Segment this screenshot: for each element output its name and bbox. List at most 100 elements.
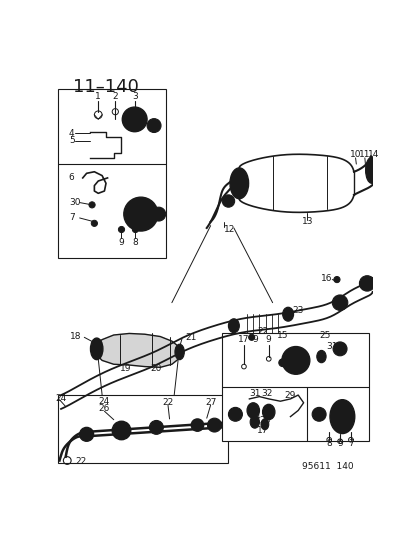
Ellipse shape (228, 319, 239, 333)
Ellipse shape (83, 431, 90, 438)
Text: 18: 18 (69, 332, 81, 341)
Text: E: E (151, 121, 157, 130)
Text: 25: 25 (319, 332, 330, 340)
Ellipse shape (151, 207, 165, 221)
Ellipse shape (247, 403, 259, 418)
Text: 17: 17 (256, 426, 268, 435)
Ellipse shape (332, 295, 347, 310)
Text: 7: 7 (69, 213, 74, 222)
Text: 9: 9 (265, 335, 271, 344)
Text: 17: 17 (237, 335, 249, 344)
Text: 22: 22 (75, 457, 86, 466)
Text: 6: 6 (69, 173, 74, 182)
Ellipse shape (118, 227, 124, 232)
Text: 2: 2 (112, 92, 118, 101)
Text: 16: 16 (320, 273, 332, 282)
Ellipse shape (311, 407, 325, 421)
Text: 9: 9 (252, 335, 258, 344)
Text: 19: 19 (119, 364, 131, 373)
Text: 7: 7 (347, 439, 353, 448)
Polygon shape (94, 334, 179, 367)
Ellipse shape (282, 308, 293, 321)
Text: 9: 9 (119, 238, 124, 247)
Text: A: A (152, 423, 159, 432)
Ellipse shape (90, 338, 103, 360)
Text: 3: 3 (131, 92, 137, 101)
Text: B: B (231, 410, 238, 419)
Ellipse shape (329, 400, 354, 433)
Text: 31: 31 (326, 342, 337, 351)
Bar (222, 334, 369, 441)
Ellipse shape (249, 416, 259, 428)
Ellipse shape (91, 220, 97, 227)
Text: 20: 20 (150, 365, 161, 374)
Ellipse shape (112, 421, 131, 440)
Ellipse shape (147, 119, 161, 133)
Ellipse shape (281, 346, 309, 374)
Text: A: A (336, 344, 343, 353)
Text: 4: 4 (254, 412, 259, 421)
Ellipse shape (316, 350, 325, 363)
Ellipse shape (260, 419, 268, 430)
Text: 24: 24 (55, 394, 67, 402)
Ellipse shape (123, 197, 157, 231)
Text: 23: 23 (291, 306, 303, 315)
Text: 1: 1 (95, 92, 101, 101)
Text: 28: 28 (259, 416, 270, 425)
Ellipse shape (127, 112, 142, 127)
Text: 26: 26 (99, 405, 110, 414)
Text: 24: 24 (99, 397, 110, 406)
Text: D: D (224, 197, 232, 206)
Ellipse shape (191, 419, 203, 431)
Text: 9: 9 (250, 422, 256, 430)
Text: 14: 14 (367, 150, 378, 159)
Ellipse shape (116, 425, 127, 436)
Ellipse shape (79, 427, 93, 441)
Bar (58, 395, 228, 463)
Ellipse shape (332, 342, 346, 356)
Text: D: D (154, 209, 162, 219)
Ellipse shape (358, 276, 374, 291)
Ellipse shape (228, 407, 242, 421)
Ellipse shape (89, 202, 95, 208)
Ellipse shape (230, 168, 248, 199)
Text: 31: 31 (249, 389, 260, 398)
Text: C: C (363, 279, 370, 288)
Text: 12: 12 (223, 225, 235, 234)
Text: 95611  140: 95611 140 (301, 462, 353, 471)
Bar (58, 88, 166, 258)
Text: 22: 22 (162, 398, 173, 407)
Text: 32: 32 (261, 389, 272, 398)
Text: 8: 8 (325, 439, 331, 448)
Text: 15: 15 (276, 332, 288, 340)
Text: 5: 5 (69, 136, 74, 146)
Text: 21: 21 (185, 333, 196, 342)
Text: A: A (211, 421, 218, 430)
Ellipse shape (93, 343, 100, 355)
Ellipse shape (149, 421, 163, 434)
Text: C: C (315, 410, 322, 419)
Ellipse shape (335, 406, 349, 427)
Text: 29: 29 (284, 391, 295, 400)
Ellipse shape (132, 227, 138, 232)
Ellipse shape (222, 195, 234, 207)
Text: 8: 8 (132, 238, 138, 247)
Ellipse shape (286, 351, 304, 370)
Ellipse shape (130, 203, 151, 225)
Text: B: B (336, 298, 343, 307)
Text: 22: 22 (256, 327, 268, 336)
Text: 9: 9 (336, 439, 342, 448)
Text: 13: 13 (301, 217, 313, 227)
Ellipse shape (175, 344, 184, 360)
Ellipse shape (262, 405, 274, 419)
Text: 11: 11 (358, 150, 370, 159)
Ellipse shape (122, 107, 147, 132)
Text: 4: 4 (69, 129, 74, 138)
Ellipse shape (233, 173, 244, 193)
Text: 11–140: 11–140 (73, 78, 139, 96)
Ellipse shape (365, 157, 377, 183)
Text: 10: 10 (349, 150, 361, 159)
Text: 27: 27 (204, 398, 216, 407)
Text: 30: 30 (69, 198, 80, 207)
Ellipse shape (248, 334, 254, 341)
